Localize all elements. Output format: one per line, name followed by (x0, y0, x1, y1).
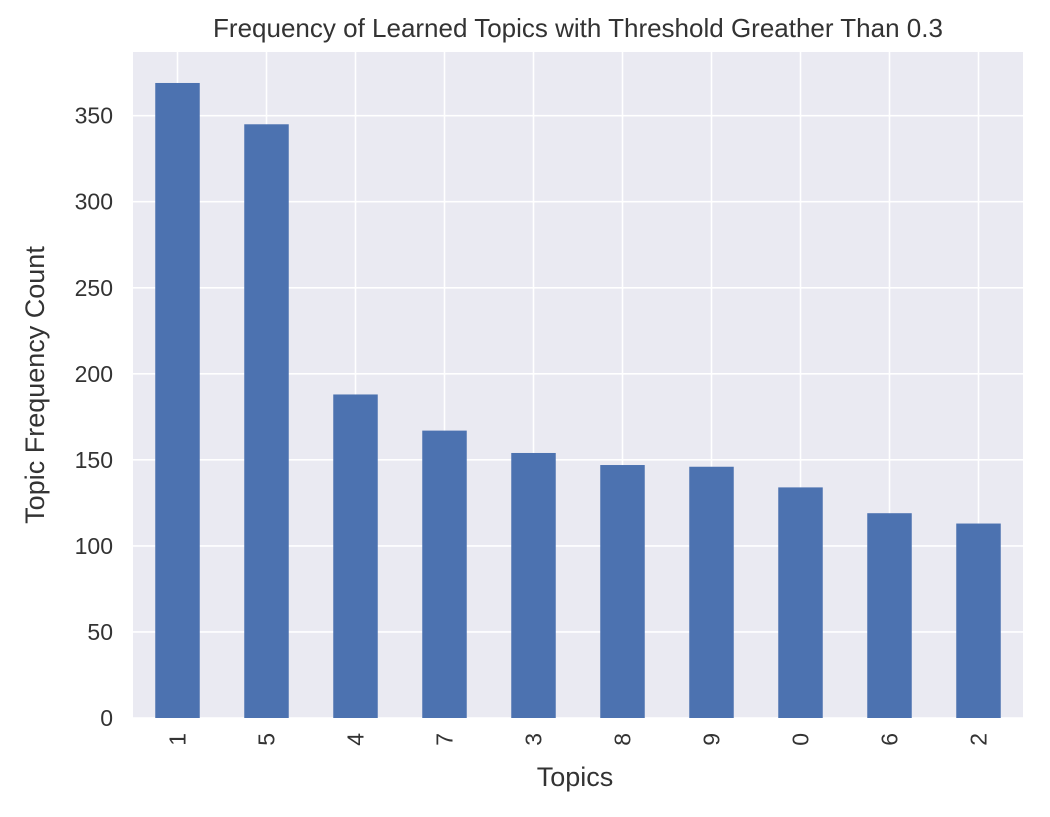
bar-topic-6 (867, 513, 912, 718)
x-tick-label: 2 (966, 733, 992, 746)
y-tick-label: 50 (87, 619, 113, 645)
y-tick-label: 350 (75, 103, 113, 129)
y-tick-label: 200 (75, 361, 113, 387)
x-tick-label: 4 (343, 733, 369, 746)
y-tick-labels: 0 50 100 150 200 250 300 350 (75, 103, 113, 731)
bar-topic-7 (422, 430, 467, 718)
y-tick-label: 100 (75, 533, 113, 559)
bars (155, 82, 1001, 719)
bar-topic-5 (244, 124, 289, 719)
y-tick-label: 0 (100, 705, 113, 731)
x-tick-label: 6 (877, 733, 903, 746)
y-tick-label: 150 (75, 447, 113, 473)
x-tick-labels: 1 5 4 7 3 8 9 0 6 2 (165, 733, 992, 746)
x-tick-label: 9 (699, 733, 725, 746)
x-tick-label: 0 (788, 733, 814, 746)
x-tick-label: 5 (254, 733, 280, 746)
bar-topic-2 (956, 523, 1001, 718)
bar-topic-8 (600, 465, 645, 718)
x-tick-label: 7 (432, 733, 458, 746)
x-tick-label: 3 (521, 733, 547, 746)
bar-topic-0 (778, 487, 823, 718)
y-tick-label: 300 (75, 189, 113, 215)
bar-topic-4 (333, 394, 378, 718)
y-tick-label: 250 (75, 275, 113, 301)
bar-topic-1 (155, 82, 200, 718)
x-tick-label: 8 (610, 733, 636, 746)
y-axis-label: Topic Frequency Count (20, 246, 50, 524)
bar-topic-9 (689, 466, 734, 718)
x-tick-label: 1 (165, 733, 191, 746)
chart-title: Frequency of Learned Topics with Thresho… (213, 13, 943, 43)
x-axis-label: Topics (537, 762, 614, 792)
bar-topic-3 (511, 452, 556, 718)
